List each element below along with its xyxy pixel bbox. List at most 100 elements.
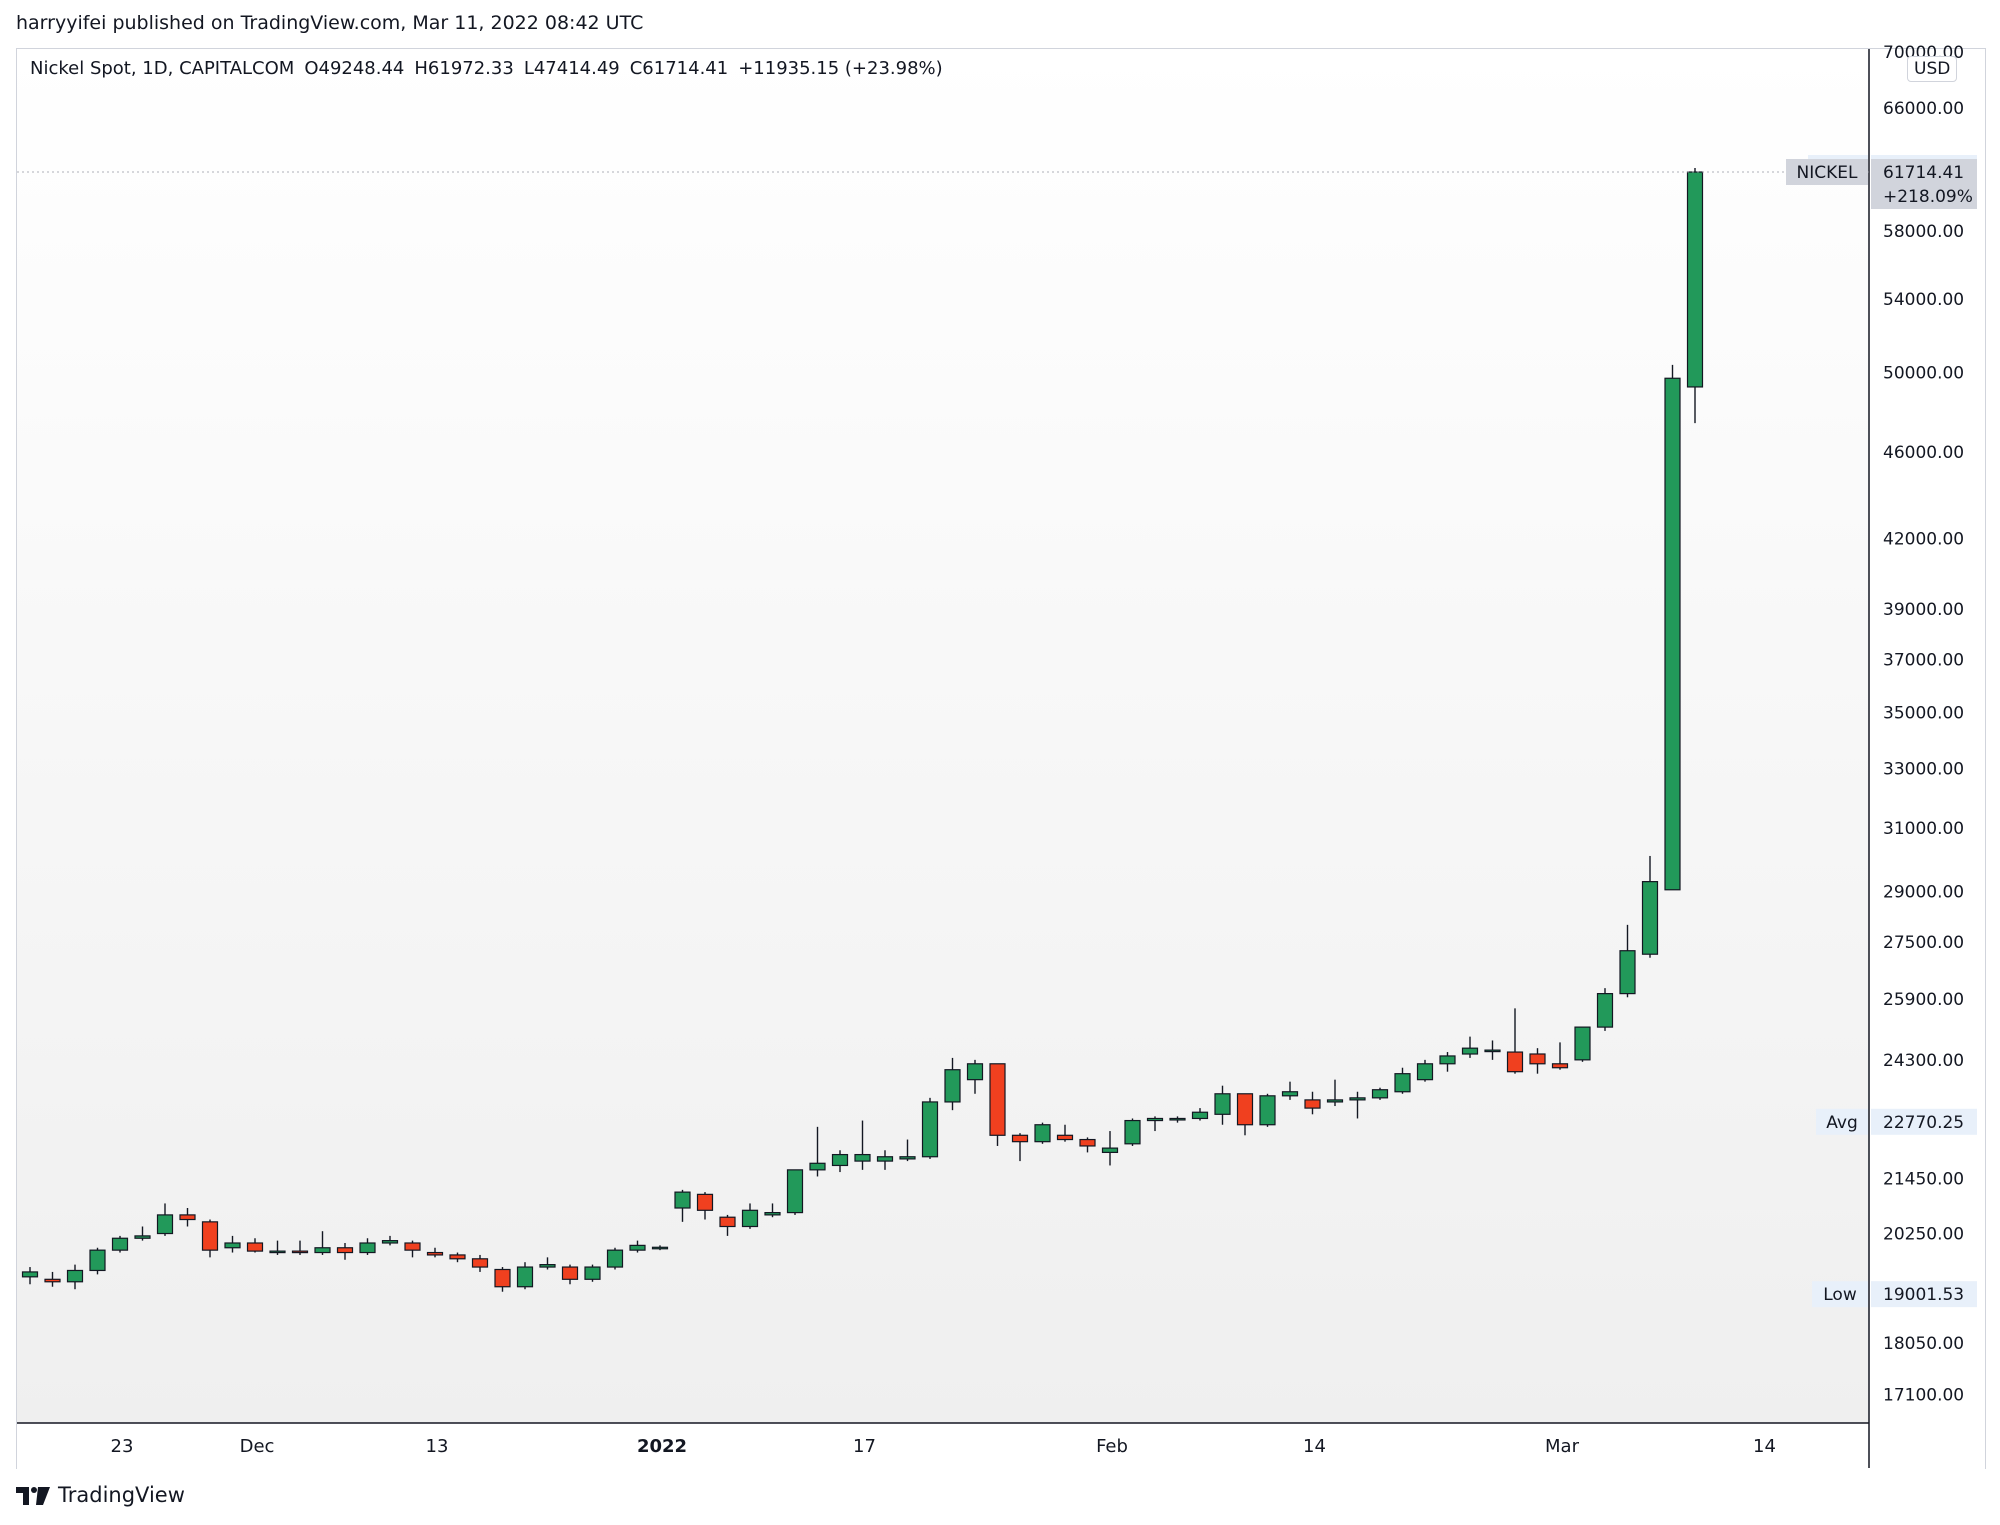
marker-value-bg (1871, 1108, 1977, 1135)
candle-body-up (1191, 1111, 1209, 1120)
price-tick-label: 20250.00 (1883, 1225, 1964, 1245)
candle (1686, 168, 1704, 424)
last-change: +218.09% (1883, 187, 1973, 207)
candle-body-up (1596, 993, 1614, 1028)
candle (359, 1238, 376, 1255)
candle-body-up (1349, 1097, 1366, 1101)
legend-open: O49248.44 (304, 58, 405, 79)
candle-body-up (1259, 1095, 1276, 1126)
candle (471, 1254, 489, 1272)
candle-body-up (359, 1242, 376, 1254)
marker-label-bg (1812, 1281, 1868, 1308)
candle (1079, 1137, 1096, 1153)
candle (156, 1203, 174, 1236)
candles (21, 168, 1704, 1292)
candle (21, 1267, 39, 1285)
candle-body-up (629, 1244, 646, 1251)
marker-value-bg (1871, 1281, 1977, 1308)
candle-body-down (471, 1258, 489, 1268)
last-price-marker: NICKEL 61714.41 +218.09% (17, 159, 1977, 210)
candle-body-down (336, 1247, 354, 1254)
candle (246, 1238, 264, 1253)
candle-body-down (696, 1193, 714, 1211)
candle-body-down (246, 1242, 264, 1252)
price-tick-label: 39000.00 (1883, 600, 1964, 620)
candle (809, 1126, 826, 1177)
candle (1461, 1036, 1479, 1058)
candle-body-up (1101, 1147, 1119, 1154)
price-tick-label: 46000.00 (1883, 443, 1964, 463)
candle (1304, 1091, 1321, 1115)
candle-body-down (179, 1214, 196, 1221)
candle (336, 1242, 354, 1260)
candle (561, 1264, 579, 1285)
last-value: 61714.41 (1883, 163, 1964, 183)
candle (66, 1264, 84, 1290)
candle (1191, 1108, 1209, 1121)
candle-body-down (989, 1063, 1006, 1136)
candle (224, 1235, 241, 1253)
candle (651, 1245, 669, 1251)
candle-body-down (449, 1254, 466, 1260)
candle-body-up (674, 1191, 691, 1209)
publisher-line: harryyifei published on TradingView.com,… (16, 12, 644, 34)
candle (381, 1235, 399, 1246)
candle (179, 1208, 196, 1227)
plot-background (17, 49, 1869, 1423)
candle-body-up (134, 1235, 151, 1239)
candle-body-up (899, 1156, 916, 1160)
candle (606, 1247, 624, 1270)
candle (494, 1267, 511, 1292)
candle (1439, 1052, 1456, 1072)
candle-body-up (921, 1101, 939, 1158)
candle-body-up (1146, 1117, 1164, 1122)
time-tick-label: 23 (111, 1436, 134, 1457)
candle-body-up (1439, 1055, 1456, 1065)
tradingview-brand[interactable]: TradingView (16, 1483, 185, 1507)
candle (1236, 1093, 1254, 1136)
candle-body-down (1304, 1099, 1321, 1109)
legend-change: +11935.15 (+23.98%) (738, 58, 943, 79)
legend-high: H61972.33 (414, 58, 514, 79)
candle (111, 1235, 129, 1253)
candle (1484, 1040, 1501, 1060)
candle-body-up (584, 1266, 601, 1280)
candle-body-up (89, 1249, 106, 1272)
last-label: NICKEL (1797, 163, 1858, 183)
candle-body-down (404, 1242, 421, 1251)
candle (876, 1150, 894, 1170)
price-tick-label: 35000.00 (1883, 703, 1964, 723)
price-tick-label: 58000.00 (1883, 222, 1964, 242)
candle (1056, 1124, 1074, 1142)
time-tick-label: Mar (1545, 1436, 1580, 1457)
candle-body-up (1326, 1099, 1344, 1103)
candle (966, 1059, 984, 1094)
candle (269, 1240, 286, 1255)
candle-body-down (494, 1268, 511, 1288)
candle-body-up (786, 1169, 804, 1214)
price-tick-label: 27500.00 (1883, 933, 1964, 953)
candle-body-up (1574, 1026, 1591, 1061)
candle (674, 1189, 691, 1222)
time-tick-label: 13 (426, 1436, 449, 1457)
price-tick-label: 25900.00 (1883, 990, 1964, 1010)
candle (1371, 1087, 1389, 1100)
currency-button[interactable]: USD (1907, 56, 1958, 82)
time-tick-label: Feb (1096, 1436, 1128, 1457)
candle-body-up (381, 1240, 399, 1244)
candle (899, 1139, 916, 1162)
candle (1101, 1131, 1119, 1166)
candle-body-up (1664, 377, 1681, 891)
candle (741, 1203, 759, 1229)
candle (314, 1231, 331, 1255)
candle-body-down (426, 1251, 444, 1256)
candle (854, 1120, 871, 1170)
candle (1551, 1042, 1569, 1070)
candle (449, 1252, 466, 1263)
price-tick-label: 50000.00 (1883, 364, 1964, 384)
chart-frame (16, 48, 1986, 1469)
price-tick-label: 54000.00 (1883, 290, 1964, 310)
price-tick-label: 31000.00 (1883, 819, 1964, 839)
candle (1641, 855, 1659, 958)
